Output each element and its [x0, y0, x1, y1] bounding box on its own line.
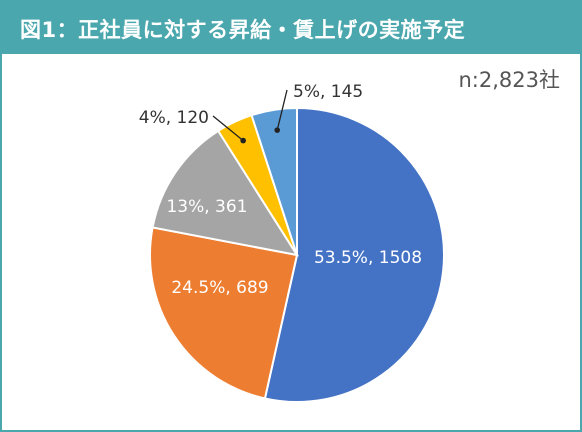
leader-line-3: [212, 115, 244, 142]
slice-label-0: 53.5%, 1508: [314, 248, 422, 268]
pie-slice-4: [250, 106, 298, 256]
leader-line-4: [276, 89, 288, 131]
sample-size-note: n:2,823社: [458, 68, 560, 92]
chart-title: 図1：正社員に対する昇給・賃上げの実施予定: [20, 18, 466, 42]
slice-label-2: 13%, 361: [166, 197, 247, 217]
slice-label-3: 4%, 120: [139, 108, 209, 128]
title-bar: 図1：正社員に対する昇給・賃上げの実施予定: [2, 2, 580, 54]
pie-slice-1: [149, 226, 299, 400]
slice-label-1: 24.5%, 689: [171, 278, 268, 298]
slice-label-4: 5%, 145: [293, 82, 363, 102]
pie-slice-2: [151, 129, 300, 257]
pie-slice-0: [263, 106, 445, 403]
